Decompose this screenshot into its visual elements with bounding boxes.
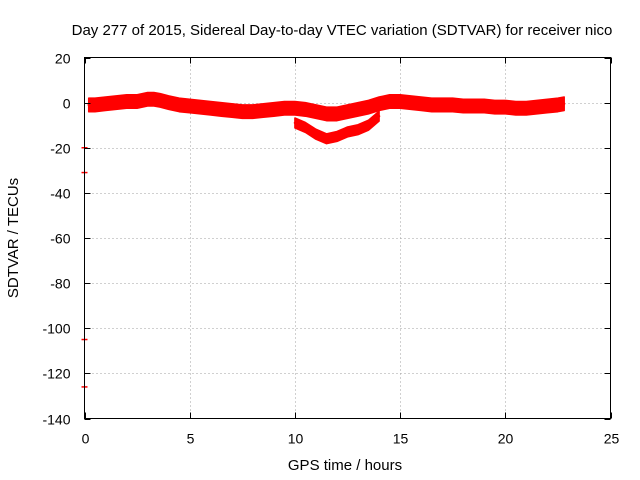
series-point <box>304 108 307 111</box>
series-point <box>241 110 244 113</box>
y-tick-label: -40 <box>50 186 70 202</box>
x-tick-label: 0 <box>82 431 90 447</box>
series-point <box>314 110 318 113</box>
series-point <box>388 100 391 103</box>
tick-labels: 20 0 -20 -40 -60 -80 -100 -120 -140 0 5 10 15 20 25 <box>42 51 619 447</box>
y-tick-label: 0 <box>63 96 71 112</box>
series-point <box>104 102 107 106</box>
y-tick-label: 20 <box>55 51 71 67</box>
series-point <box>146 98 149 101</box>
y-tick-label: -120 <box>42 366 70 382</box>
series-point <box>293 121 297 125</box>
series-band <box>87 91 565 122</box>
series-point <box>335 135 339 138</box>
x-axis-title: GPS time / hours <box>288 457 402 474</box>
series-point <box>304 126 307 129</box>
series-point <box>114 101 118 104</box>
series-point <box>346 130 349 134</box>
series-point <box>159 99 162 102</box>
data-series <box>87 91 566 145</box>
x-tick-label: 5 <box>187 431 195 447</box>
series-point <box>409 101 412 104</box>
y-axis-title: SDTVAR / TECUs <box>5 178 22 298</box>
series-point <box>230 109 233 112</box>
series-point <box>188 104 191 108</box>
series-point <box>451 103 454 107</box>
x-tick-label: 20 <box>498 431 514 447</box>
series-point <box>251 110 254 113</box>
series-point <box>220 108 223 111</box>
y-tick-label: -80 <box>50 276 70 292</box>
series-point <box>87 103 90 107</box>
series-point <box>377 102 381 106</box>
series-band <box>294 110 380 145</box>
series-point <box>462 104 465 108</box>
series-point <box>314 133 318 136</box>
series-point <box>209 107 212 110</box>
axis-ticks <box>84 57 612 420</box>
y-tick-label: -100 <box>42 321 70 337</box>
series-point <box>504 105 507 109</box>
series-point <box>152 98 156 101</box>
series-point <box>419 102 423 106</box>
series-point <box>346 110 349 113</box>
series-point <box>325 112 328 116</box>
series-point <box>178 103 181 107</box>
series-point <box>199 105 202 109</box>
series-point <box>556 103 560 107</box>
series-point <box>563 102 566 106</box>
series-point <box>125 100 128 103</box>
series-point <box>398 100 402 103</box>
series-point <box>441 103 444 107</box>
series-point <box>430 103 433 107</box>
x-tick-label: 10 <box>288 431 304 447</box>
series-point <box>377 115 381 118</box>
series-point <box>367 105 370 109</box>
y-tick-label: -20 <box>50 141 70 157</box>
chart-title: Day 277 of 2015, Sidereal Day-to-day VTE… <box>72 22 613 39</box>
series-point <box>135 100 139 103</box>
y-tick-label: -60 <box>50 231 70 247</box>
series-point <box>325 137 328 140</box>
series-point <box>335 112 339 116</box>
series-point <box>93 103 97 107</box>
series-point <box>483 104 486 108</box>
x-tick-label: 25 <box>604 431 620 447</box>
series-point <box>272 108 276 111</box>
series-point <box>525 107 528 110</box>
x-tick-label: 15 <box>393 431 409 447</box>
series-point <box>293 107 297 110</box>
series-point <box>514 107 517 110</box>
series-point <box>367 124 370 127</box>
series-point <box>167 101 170 104</box>
series-point <box>356 128 360 131</box>
series-0 <box>87 91 566 122</box>
series-point <box>493 105 496 109</box>
series-point <box>472 104 475 108</box>
y-tick-label: -140 <box>42 412 70 428</box>
series-point <box>356 108 360 111</box>
series-point <box>546 104 549 108</box>
series-point <box>535 105 539 109</box>
series-1 <box>293 110 381 145</box>
series-point <box>283 107 286 110</box>
series-point <box>262 109 265 112</box>
